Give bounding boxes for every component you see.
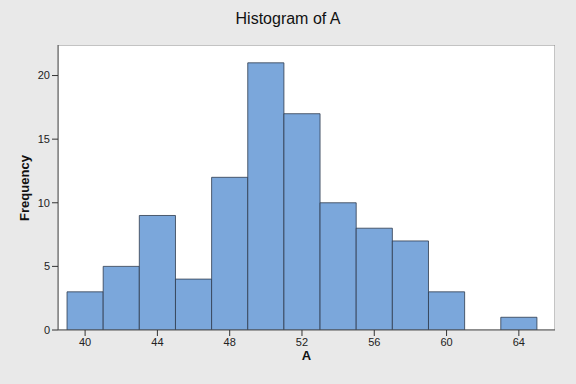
- svg-text:48: 48: [224, 336, 236, 348]
- svg-text:0: 0: [44, 324, 50, 336]
- html-text:Histogram of A: Histogram of A: [235, 10, 341, 27]
- svg-text:40: 40: [79, 336, 91, 348]
- svg-text:15: 15: [38, 133, 50, 145]
- svg-text:5: 5: [44, 260, 50, 272]
- html-text:Frequency: Frequency: [16, 155, 32, 221]
- svg-text:56: 56: [368, 336, 380, 348]
- svg-text:44: 44: [151, 336, 163, 348]
- svg-text:52: 52: [296, 336, 308, 348]
- svg-text:10: 10: [38, 197, 50, 209]
- svg-text:64: 64: [513, 336, 525, 348]
- svg-text:60: 60: [440, 336, 452, 348]
- svg-text:20: 20: [38, 69, 50, 81]
- html-text:A: A: [301, 348, 312, 363]
